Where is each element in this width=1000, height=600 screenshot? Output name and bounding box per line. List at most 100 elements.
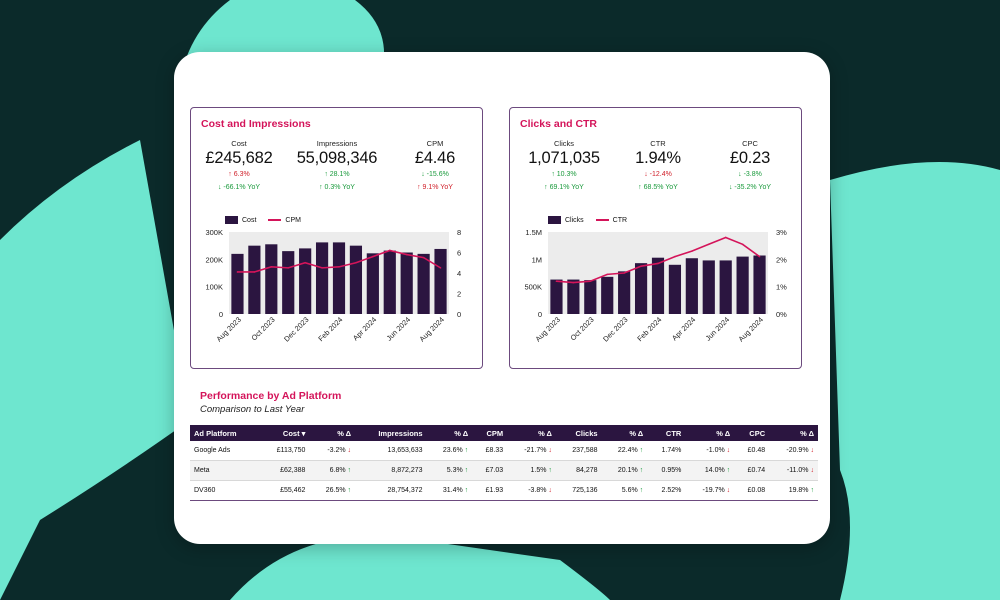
kpi-cpm: CPM £4.46 ↓ -15.6% ↑ 9.1% YoY xyxy=(391,139,479,194)
legend-bar-label: Clicks xyxy=(565,216,584,224)
bar xyxy=(231,253,244,314)
kpi-value: £245,682 xyxy=(205,149,273,167)
bar xyxy=(366,253,379,314)
table-row[interactable]: Google Ads£113,750-3.2%13,653,63323.6%£8… xyxy=(190,441,818,461)
line-point xyxy=(372,255,374,258)
y-tick-label: 0 xyxy=(219,310,223,319)
line-point xyxy=(236,271,239,273)
cell-ctr-delta: -19.7% xyxy=(685,480,735,501)
y-tick-label: 200K xyxy=(205,255,223,264)
panel-title: Cost and Impressions xyxy=(201,118,311,130)
cell-cpm-delta: -3.8% xyxy=(507,480,556,501)
cell-clicks: 237,588 xyxy=(555,441,602,461)
table-row[interactable]: Meta£62,3886.8%8,872,2735.3%£7.031.5%84,… xyxy=(190,460,818,481)
col-header-cost[interactable]: Cost ▾ xyxy=(259,425,310,441)
kpi-value: 1,071,035 xyxy=(528,149,600,167)
bar xyxy=(315,242,329,314)
kpi-delta-yoy: ↑ 69.1% YoY xyxy=(544,184,584,191)
kpi-label: Impressions xyxy=(316,139,358,148)
cell-clicks-delta: 22.4% xyxy=(601,441,648,461)
kpi-delta-yoy: ↓ -66.1% YoY xyxy=(217,184,261,191)
cell-cost-delta: 6.8% xyxy=(309,460,356,481)
x-tick-label: Aug 2023 xyxy=(533,315,561,343)
y2-tick-label: 8 xyxy=(457,228,461,237)
x-tick-label: Feb 2024 xyxy=(316,315,344,343)
col-header-impressions-delta[interactable]: % Δ xyxy=(426,425,473,441)
col-header-cpc[interactable]: CPC xyxy=(734,425,770,441)
line-point xyxy=(304,261,306,264)
x-tick-label: Dec 2023 xyxy=(601,315,629,343)
line-point xyxy=(707,243,710,246)
legend-line-label: CTR xyxy=(612,216,628,224)
kpi-value: £0.23 xyxy=(729,149,771,167)
col-header-ctr[interactable]: CTR xyxy=(647,425,686,441)
y-tick-label: 300K xyxy=(205,228,223,237)
cell-ctr: 2.52% xyxy=(647,480,686,501)
bar xyxy=(736,256,749,314)
col-header-clicks-delta[interactable]: % Δ xyxy=(601,425,648,441)
bar xyxy=(400,252,413,314)
x-tick-label: Jun 2024 xyxy=(385,315,413,343)
y2-tick-label: 2% xyxy=(776,255,787,264)
cell-cpm: £1.93 xyxy=(472,480,508,501)
x-tick-label: Feb 2024 xyxy=(635,315,663,343)
cell-impressions: 28,754,372 xyxy=(355,480,427,501)
kpi-cost: Cost £245,682 ↑ 6.3% ↓ -66.1% YoY xyxy=(195,139,283,194)
line-point xyxy=(405,253,408,256)
col-header-cpm[interactable]: CPM xyxy=(472,425,508,441)
x-tick-label: Dec 2023 xyxy=(282,315,310,343)
bar xyxy=(383,250,396,314)
kpi-cpc: CPC £0.23 ↓ -3.8% ↓ -35.2% YoY xyxy=(706,139,794,194)
col-header-cpc-delta[interactable]: % Δ xyxy=(769,425,818,441)
kpi-value: 1.94% xyxy=(635,149,681,167)
kpi-ctr: CTR 1.94% ↓ -12.4% ↑ 68.5% YoY xyxy=(614,139,702,194)
bar xyxy=(417,253,430,314)
cell-ctr-delta: 14.0% xyxy=(685,460,735,481)
cell-cpc: £0.48 xyxy=(734,441,770,461)
cell-platform: Meta xyxy=(190,460,260,481)
y2-tick-label: 3% xyxy=(776,228,787,237)
cell-cpc-delta: -11.0% xyxy=(769,460,818,481)
x-tick-label: Jun 2024 xyxy=(704,315,732,343)
cell-impressions-delta: 31.4% xyxy=(426,480,473,501)
cell-cost: £62,388 xyxy=(259,460,310,481)
col-header-cost-delta[interactable]: % Δ xyxy=(309,425,356,441)
kpi-label: CTR xyxy=(650,139,666,148)
cell-platform: Google Ads xyxy=(190,441,260,461)
kpi-delta-yoy: ↑ 0.3% YoY xyxy=(319,184,355,191)
col-header-platform[interactable]: Ad Platform xyxy=(190,425,260,441)
bar xyxy=(719,260,732,314)
line-point xyxy=(555,280,558,282)
bar xyxy=(685,258,698,314)
cell-cpm-delta: 1.5% xyxy=(507,460,556,481)
line-point xyxy=(657,262,659,265)
col-header-ctr-delta[interactable]: % Δ xyxy=(685,425,735,441)
col-header-impressions[interactable]: Impressions xyxy=(355,425,427,441)
col-header-clicks[interactable]: Clicks xyxy=(555,425,602,441)
cell-impressions: 13,653,633 xyxy=(355,441,427,461)
cell-cost: £55,462 xyxy=(259,480,310,501)
bar xyxy=(550,279,563,314)
cell-ctr: 1.74% xyxy=(647,441,686,461)
ad-platform-table: Ad Platform Cost ▾ % Δ Impressions % Δ C… xyxy=(190,425,818,501)
cell-impressions-delta: 5.3% xyxy=(426,460,473,481)
kpi-delta-yoy: ↑ 68.5% YoY xyxy=(638,184,678,191)
y2-tick-label: 6 xyxy=(457,249,461,258)
table-row[interactable]: DV360£55,46226.5%28,754,37231.4%£1.93-3.… xyxy=(190,480,818,501)
kpi-value: £4.46 xyxy=(414,149,456,167)
line-point xyxy=(321,267,323,269)
bar xyxy=(282,251,295,314)
cell-cpm: £7.03 xyxy=(472,460,508,481)
cell-cost-delta: 26.5% xyxy=(309,480,356,501)
col-header-cpm-delta[interactable]: % Δ xyxy=(507,425,556,441)
bar xyxy=(248,245,261,314)
bar xyxy=(299,248,312,314)
bar xyxy=(265,244,278,314)
dashboard-card: Cost and Impressions Cost £245,682 ↑ 6.3… xyxy=(174,52,830,544)
cell-clicks: 725,136 xyxy=(555,480,602,501)
cell-cost-delta: -3.2% xyxy=(309,441,356,461)
y2-tick-label: 4 xyxy=(457,269,461,278)
x-tick-label: Aug 2023 xyxy=(214,315,242,343)
cost-cpm-chart: 0 100K 200K 300K 0 2 4 6 8 Aug 2023 Oct 2023 Dec 20… xyxy=(205,228,461,344)
line-point xyxy=(741,243,744,246)
